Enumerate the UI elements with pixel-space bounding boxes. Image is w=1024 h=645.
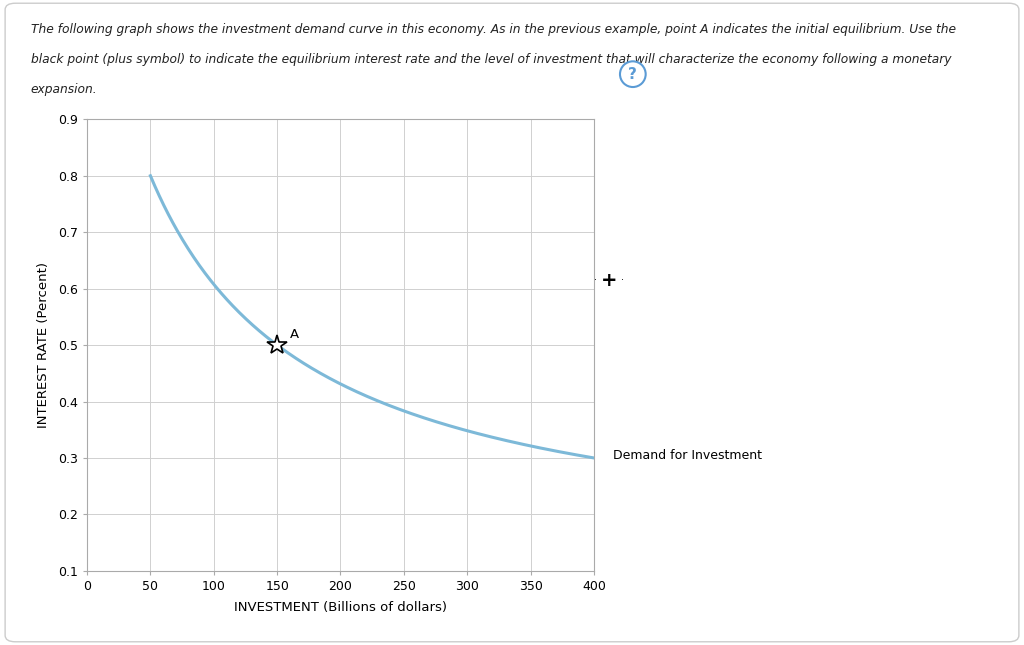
Text: +: + (601, 271, 617, 290)
Text: black point (plus symbol) to indicate the equilibrium interest rate and the leve: black point (plus symbol) to indicate th… (31, 53, 951, 66)
Text: ?: ? (629, 66, 637, 82)
Text: ·: · (622, 275, 624, 286)
Text: ·: · (608, 281, 610, 291)
Text: Demand for Investment: Demand for Investment (613, 449, 762, 462)
Text: ·: · (608, 270, 610, 281)
Y-axis label: INTEREST RATE (Percent): INTEREST RATE (Percent) (37, 262, 50, 428)
Text: ·: · (595, 275, 597, 286)
Text: A: A (290, 328, 299, 341)
Text: The following graph shows the investment demand curve in this economy. As in the: The following graph shows the investment… (31, 23, 955, 35)
Text: expansion.: expansion. (31, 83, 97, 96)
X-axis label: INVESTMENT (Billions of dollars): INVESTMENT (Billions of dollars) (233, 601, 447, 614)
